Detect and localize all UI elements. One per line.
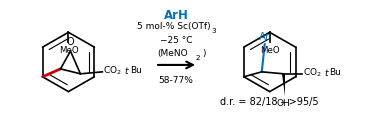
Text: $t$: $t$ (124, 65, 130, 76)
Text: −25 °C: −25 °C (160, 36, 192, 45)
Text: CO$_2$: CO$_2$ (303, 67, 321, 79)
Text: 58-77%: 58-77% (159, 76, 194, 85)
Text: Bu: Bu (330, 68, 341, 77)
Text: CO$_2$: CO$_2$ (103, 65, 122, 77)
Text: d.r. = 82/18 – >95/5: d.r. = 82/18 – >95/5 (220, 97, 319, 107)
Text: $t$: $t$ (324, 67, 329, 78)
Polygon shape (282, 74, 285, 96)
Text: ArH: ArH (164, 9, 189, 22)
Text: 5 mol-% Sc(OTf): 5 mol-% Sc(OTf) (137, 22, 211, 31)
Text: ): ) (202, 49, 206, 58)
Text: MeO: MeO (59, 46, 78, 55)
Text: O: O (67, 37, 74, 47)
Text: (MeNO: (MeNO (158, 49, 188, 58)
Text: MeO: MeO (260, 46, 279, 55)
Text: Ar: Ar (259, 32, 271, 42)
Text: 3: 3 (211, 28, 215, 34)
Text: Bu: Bu (130, 66, 142, 75)
Text: 2: 2 (196, 55, 201, 61)
Text: OH: OH (277, 99, 291, 108)
